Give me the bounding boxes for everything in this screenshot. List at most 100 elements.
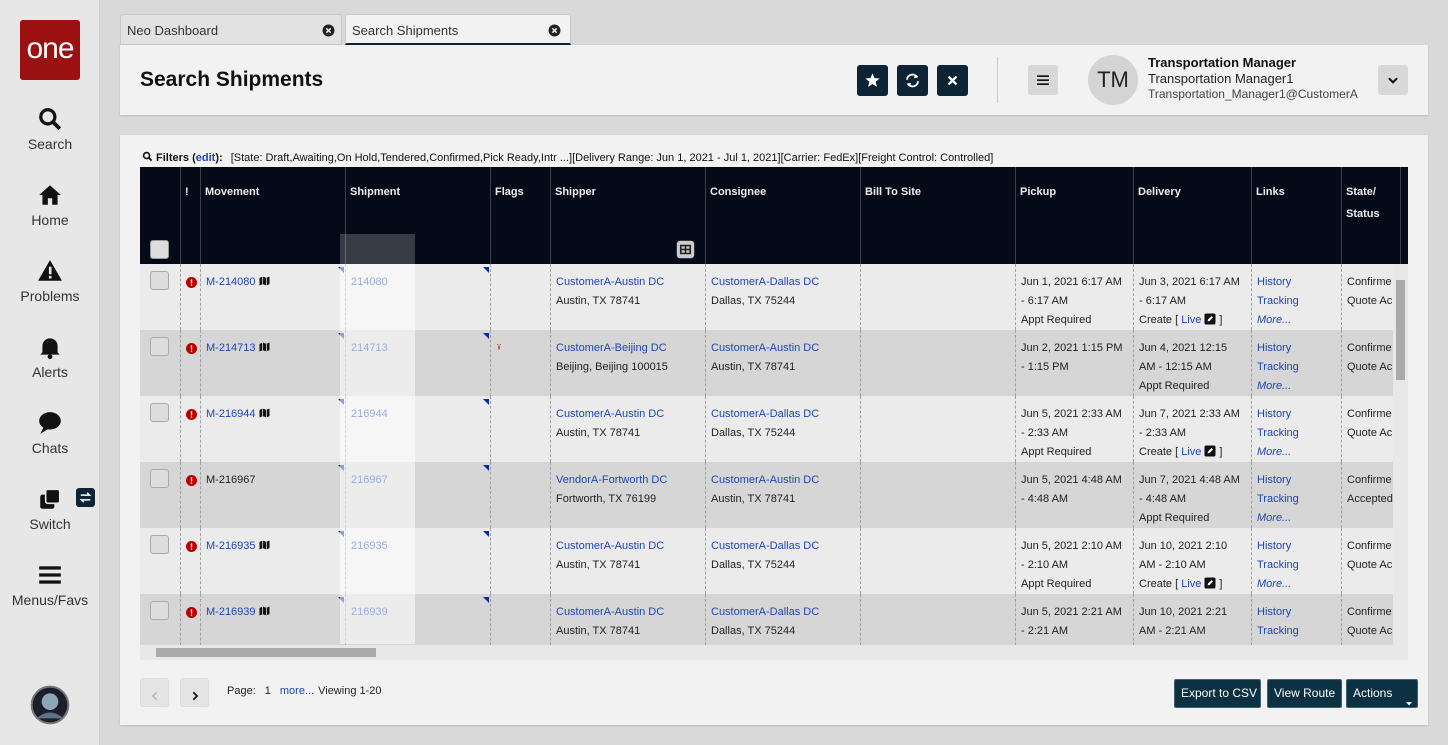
map-icon[interactable] (259, 606, 270, 616)
nav-label[interactable]: Chats (31, 440, 69, 456)
row-link[interactable]: History (1257, 342, 1292, 354)
logo[interactable]: one (20, 20, 80, 80)
shipper-name[interactable]: CustomerA-Austin DC (556, 540, 665, 552)
column-header[interactable]: Delivery (1138, 186, 1181, 198)
column-header[interactable]: Bill To Site (865, 186, 922, 198)
status: Confirme (1347, 342, 1392, 354)
movement[interactable]: M-214713 (206, 339, 270, 358)
nav-label[interactable]: Switch (29, 516, 71, 532)
shipper-name[interactable]: CustomerA-Austin DC (556, 276, 665, 288)
consignee-name[interactable]: CustomerA-Austin DC (711, 342, 820, 354)
prev-button[interactable] (140, 678, 169, 707)
next-button[interactable] (180, 678, 209, 707)
nav-label[interactable]: Home (31, 212, 69, 228)
h-thumb[interactable] (156, 648, 376, 657)
consignee-name[interactable]: CustomerA-Austin DC (711, 474, 820, 486)
nav-label[interactable]: Search (27, 136, 73, 152)
select-all[interactable] (150, 240, 169, 259)
column-header[interactable]: State/ Status (1346, 186, 1380, 220)
column-header[interactable]: ! (185, 186, 189, 198)
row-link[interactable]: History (1257, 408, 1292, 420)
movement[interactable]: M-214080 (206, 273, 270, 292)
edit-icon[interactable] (1204, 313, 1216, 325)
row-link[interactable]: More... (1257, 314, 1292, 326)
row-link[interactable]: History (1257, 474, 1292, 486)
row-link[interactable]: Tracking (1257, 427, 1299, 439)
action-button[interactable]: Export to CSV (1174, 679, 1261, 708)
action-button[interactable]: View Route (1267, 679, 1342, 708)
consignee-name[interactable]: CustomerA-Dallas DC (711, 276, 820, 288)
column-header[interactable]: Links (1256, 186, 1285, 198)
row-link[interactable]: Tracking (1257, 295, 1299, 307)
row-link[interactable]: Tracking (1257, 625, 1299, 637)
menu-button[interactable] (1028, 65, 1058, 95)
shipment[interactable]: 216935 (351, 540, 388, 552)
row-checkbox[interactable] (150, 271, 169, 290)
live-link[interactable]: Live (1181, 314, 1202, 326)
v-scrollbar[interactable] (1393, 264, 1408, 645)
header-button[interactable] (857, 65, 888, 96)
header-button[interactable] (937, 65, 968, 96)
cell-separator (180, 594, 181, 645)
v-thumb[interactable] (1396, 280, 1405, 380)
column-header[interactable]: Movement (205, 186, 260, 198)
row-checkbox[interactable] (150, 403, 169, 422)
shipment[interactable]: 214080 (351, 276, 388, 288)
map-icon[interactable] (259, 540, 270, 550)
row-link[interactable]: More... (1257, 380, 1292, 392)
row-checkbox[interactable] (150, 535, 169, 554)
shipment[interactable]: 216967 (351, 474, 388, 486)
shipment[interactable]: 216939 (351, 606, 388, 618)
tab[interactable]: Search Shipments (345, 14, 571, 45)
column-header[interactable]: Shipper (555, 186, 596, 198)
row-link[interactable]: Tracking (1257, 559, 1299, 571)
column-header[interactable]: Shipment (350, 186, 401, 198)
movement[interactable]: M-216944 (206, 405, 270, 424)
row-link[interactable]: More... (1257, 446, 1292, 458)
nav-label[interactable]: Problems (20, 288, 80, 304)
column-chooser-svg (676, 240, 695, 259)
filters-edit[interactable]: edit (195, 152, 216, 164)
row-checkbox[interactable] (150, 337, 169, 356)
header-button[interactable] (897, 65, 928, 96)
nav-label[interactable]: Menus/Favs (11, 592, 89, 608)
movement[interactable]: M-216935 (206, 537, 270, 556)
row-link[interactable]: More... (1257, 578, 1292, 590)
row-link[interactable]: History (1257, 606, 1292, 618)
row-link[interactable]: History (1257, 276, 1292, 288)
shipper-name[interactable]: CustomerA-Austin DC (556, 408, 665, 420)
consignee-name[interactable]: CustomerA-Dallas DC (711, 606, 820, 618)
shipper-name[interactable]: CustomerA-Beijing DC (556, 342, 667, 354)
row-link[interactable]: History (1257, 540, 1292, 552)
live-link[interactable]: Live (1181, 578, 1202, 590)
consignee-name[interactable]: CustomerA-Dallas DC (711, 408, 820, 420)
edit-icon[interactable] (1204, 577, 1216, 589)
movement[interactable]: M-216939 (206, 603, 270, 622)
live-link[interactable]: Live (1181, 446, 1202, 458)
h-scrollbar[interactable] (140, 645, 1408, 660)
map-icon[interactable] (259, 408, 270, 418)
shipper-name[interactable]: CustomerA-Austin DC (556, 606, 665, 618)
shipper-name[interactable]: VendorA-Fortworth DC (556, 474, 668, 486)
shipment[interactable]: 216944 (351, 408, 388, 420)
cell-separator (345, 462, 346, 528)
consignee-name[interactable]: CustomerA-Dallas DC (711, 540, 820, 552)
column-header[interactable]: Flags (495, 186, 524, 198)
action-button[interactable]: Actions (1346, 679, 1418, 708)
row-checkbox[interactable] (150, 601, 169, 620)
nav-icon (37, 334, 63, 360)
map-icon[interactable] (259, 276, 270, 286)
nav-label[interactable]: Alerts (32, 364, 68, 380)
shipment[interactable]: 214713 (351, 342, 388, 354)
edit-icon[interactable] (1204, 445, 1216, 457)
more-link[interactable]: more... (279, 685, 315, 697)
row-link[interactable]: Tracking (1257, 361, 1299, 373)
tab[interactable]: Neo Dashboard (120, 14, 342, 45)
row-link[interactable]: Tracking (1257, 493, 1299, 505)
column-header[interactable]: Consignee (710, 186, 767, 198)
user-menu-button[interactable] (1378, 65, 1408, 95)
row-link[interactable]: More... (1257, 512, 1292, 524)
map-icon[interactable] (259, 342, 270, 352)
row-checkbox[interactable] (150, 469, 169, 488)
column-header[interactable]: Pickup (1020, 186, 1057, 198)
